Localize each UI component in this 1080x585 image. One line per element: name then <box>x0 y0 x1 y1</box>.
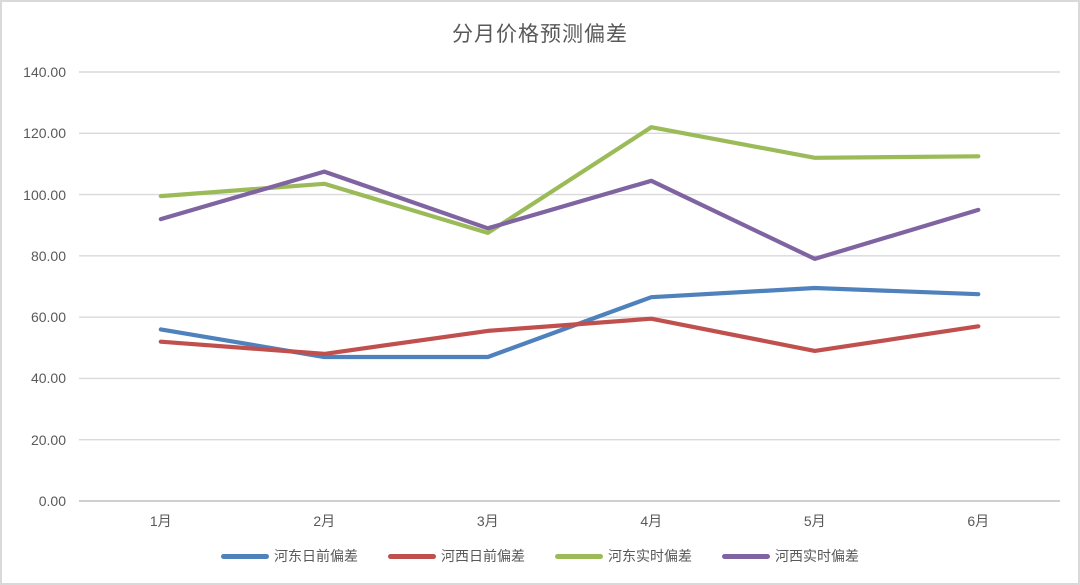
legend-marker-icon <box>221 553 269 559</box>
legend-item-2[interactable]: 河东实时偏差 <box>555 546 692 566</box>
legend-label: 河西日前偏差 <box>441 548 525 564</box>
x-axis-tick-label: 3月 <box>476 513 499 529</box>
y-axis-tick-label: 120.00 <box>23 125 66 142</box>
legend-marker-icon <box>388 553 436 559</box>
series-line-2[interactable] <box>158 125 981 235</box>
legend: 河东日前偏差 河西日前偏差 河东实时偏差 河西实时偏差 <box>2 546 1078 566</box>
y-axis-tick-label: 40.00 <box>30 370 66 387</box>
legend-marker-icon <box>555 553 603 559</box>
x-axis-tick-label: 4月 <box>640 513 663 529</box>
x-axis-tick-label: 6月 <box>967 513 990 529</box>
legend-label: 河东日前偏差 <box>274 548 358 564</box>
series-line-1[interactable] <box>158 316 981 356</box>
y-axis-tick-label: 100.00 <box>23 186 66 203</box>
legend-item-0[interactable]: 河东日前偏差 <box>221 546 358 566</box>
x-axis-tick-label: 1月 <box>149 513 172 529</box>
y-axis-tick-label: 80.00 <box>30 247 66 264</box>
legend-item-3[interactable]: 河西实时偏差 <box>722 546 859 566</box>
legend-item-1[interactable]: 河西日前偏差 <box>388 546 525 566</box>
legend-label: 河西实时偏差 <box>775 548 859 564</box>
legend-marker-icon <box>722 553 770 559</box>
legend-label: 河东实时偏差 <box>608 548 692 564</box>
chart-title: 分月价格预测偏差 <box>452 23 628 46</box>
y-axis-tick-label: 140.00 <box>23 64 66 80</box>
x-axis-tick-label: 5月 <box>803 513 826 529</box>
y-axis-tick-label: 0.00 <box>38 493 66 509</box>
y-axis-tick-label: 60.00 <box>30 309 66 326</box>
x-axis-tick-label: 2月 <box>313 513 336 529</box>
y-axis-tick-label: 20.00 <box>30 431 66 448</box>
series-line-3[interactable] <box>158 169 981 261</box>
